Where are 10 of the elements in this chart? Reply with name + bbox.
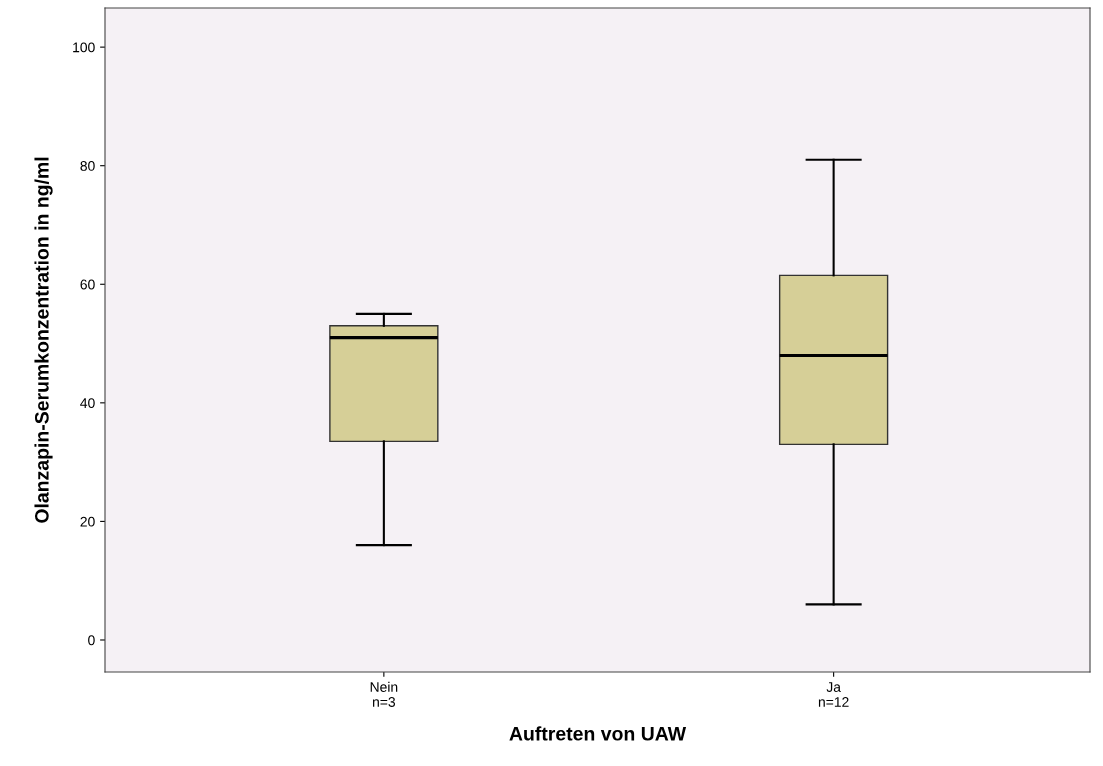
y-tick-label: 100 [73,42,95,53]
y-tick-label: 40 [80,398,95,409]
x-tick-label: Nein n=3 [370,681,398,707]
y-tick-label: 80 [80,161,95,171]
y-tick-label: 20 [80,516,95,527]
y-tick-label: 60 [80,279,95,290]
y-axis-title: Olanzapin-Serumkonzentration in ng/ml [34,157,53,523]
y-tick-label: 0 [88,635,95,646]
x-tick-label: Ja n=12 [818,682,849,707]
x-axis-title: Auftreten von UAW [509,726,687,741]
